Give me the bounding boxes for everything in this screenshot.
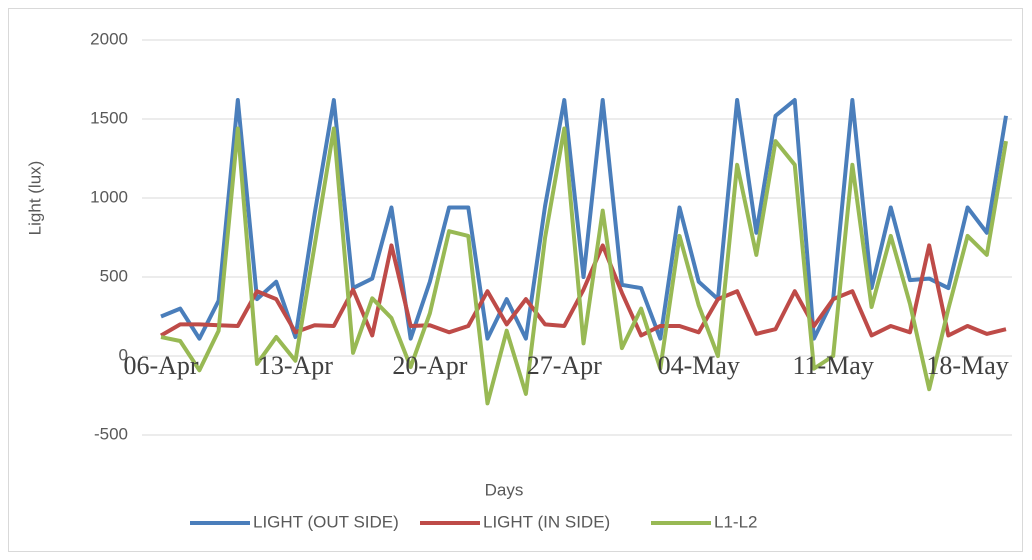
- y-tick-label: 2000: [90, 29, 128, 48]
- y-tick-label: 1500: [90, 108, 128, 127]
- y-tick-label: 1000: [90, 187, 128, 206]
- y-tick-label: -500: [94, 424, 128, 443]
- x-tick-label: 13-Apr: [258, 351, 333, 380]
- legend-label: LIGHT (IN SIDE): [483, 512, 610, 531]
- y-axis-title: Light (lux): [25, 161, 44, 236]
- x-tick-label: 18-May: [926, 351, 1008, 380]
- legend-label: LIGHT (OUT SIDE): [253, 512, 399, 531]
- x-tick-label: 04-May: [658, 351, 740, 380]
- data-line: [160, 126, 1008, 406]
- x-tick-label: 06-Apr: [123, 351, 198, 380]
- y-tick-label: 500: [100, 266, 128, 285]
- x-tick-label: 27-Apr: [527, 351, 602, 380]
- legend-label: L1-L2: [714, 512, 757, 531]
- x-axis-title: Days: [485, 480, 524, 499]
- data-line: [160, 98, 1008, 341]
- y-tick-label: 0: [119, 345, 128, 364]
- x-tick-label: 20-Apr: [392, 351, 467, 380]
- x-tick-label: 11-May: [792, 351, 873, 380]
